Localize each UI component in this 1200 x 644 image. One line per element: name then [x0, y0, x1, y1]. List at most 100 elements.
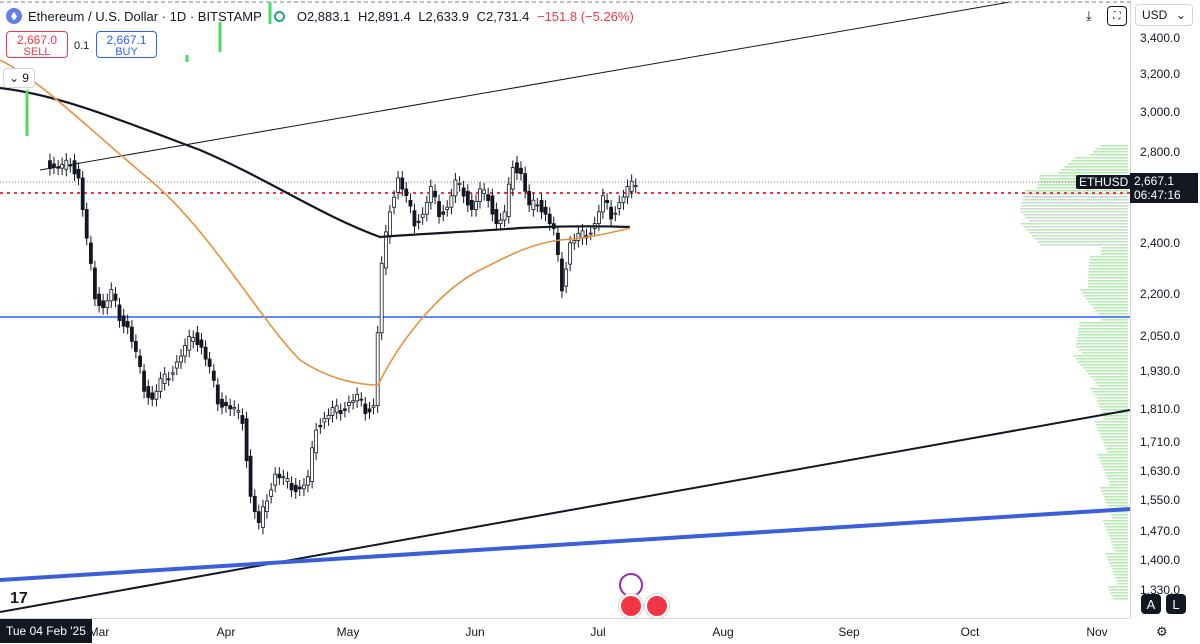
candle-up — [174, 361, 179, 369]
time-tick-label: Aug — [712, 625, 734, 639]
candle-up — [261, 506, 265, 528]
indicators-toggle-button[interactable]: ⌄ 9 — [3, 68, 35, 88]
price-axis[interactable]: 3,400.03,200.03,000.02,800.02,600.02,400… — [1130, 0, 1200, 618]
settings-icon[interactable]: ⚙ — [1156, 624, 1168, 639]
time-tick-label: Jul — [590, 625, 606, 639]
volume-profile-bar — [1106, 529, 1128, 531]
auto-scale-button[interactable]: A — [1141, 594, 1161, 614]
price-tick-label: 1,400.0 — [1140, 553, 1181, 567]
us-flag-event-icon[interactable] — [645, 594, 669, 618]
volume-profile-bar — [1115, 577, 1128, 579]
volume-profile-bar — [1104, 499, 1128, 501]
log-scale-button[interactable]: L — [1166, 594, 1186, 614]
candle-up — [179, 355, 183, 363]
volume-profile-bar — [1095, 382, 1128, 384]
candle-up — [564, 268, 569, 287]
volume-profile-bar — [1088, 277, 1128, 279]
sell-price: 2,667.0 — [16, 33, 58, 47]
candle-down — [97, 293, 101, 306]
ohlc-close: C2,731.4 — [476, 8, 530, 24]
sell-label: SELL — [23, 46, 51, 58]
symbol-header: Ethereum / U.S. Dollar · 1D · BITSTAMP O… — [6, 6, 638, 26]
volume-profile-bar — [1102, 493, 1128, 495]
volume-profile-bar — [1102, 466, 1128, 468]
candle-up — [498, 219, 503, 225]
candle-down — [215, 384, 220, 405]
volume-profile-bar — [1106, 502, 1128, 504]
candle-up — [474, 201, 478, 210]
upper-channel-trendline — [39, 1, 1011, 171]
price-tick-label: 1,710.0 — [1140, 435, 1181, 450]
volume-profile-bar — [1021, 205, 1128, 207]
volume-profile-bar — [1079, 325, 1128, 327]
volume-profile-bar — [1108, 535, 1128, 537]
candle-up — [154, 390, 159, 400]
event-bolt-icon[interactable] — [619, 573, 643, 597]
candle-down — [293, 484, 298, 493]
candle-down — [289, 482, 294, 491]
candle-up — [588, 232, 593, 235]
candle-up — [453, 179, 458, 197]
fullscreen-icon[interactable]: ⛶ — [1107, 6, 1127, 26]
volume-profile-bar — [1064, 166, 1128, 168]
tradingview-logo[interactable]: 17 — [10, 590, 28, 607]
volume-profile-bar — [1078, 328, 1128, 330]
candle-up — [506, 183, 511, 217]
volume-profile-bar — [1076, 340, 1128, 342]
candle-up — [576, 232, 581, 241]
volume-profile-bar — [1109, 484, 1128, 486]
candle-down — [133, 341, 138, 352]
volume-profile-bar — [1093, 379, 1128, 381]
candle-up — [621, 196, 626, 204]
volume-profile-bar — [1089, 265, 1128, 267]
candle-up — [302, 484, 306, 490]
candle-up — [502, 211, 507, 221]
candle-down — [469, 199, 474, 210]
volume-profile-bar — [1088, 373, 1128, 375]
volume-profile-bar — [1088, 268, 1128, 270]
download-arrow-icon[interactable]: ⤓ — [1086, 8, 1092, 23]
candle-up — [232, 407, 237, 410]
volume-profile-bar — [1023, 196, 1128, 198]
volume-profile-bar — [1057, 172, 1128, 174]
volume-profile-bar — [1112, 598, 1128, 600]
volume-profile-bar — [1089, 256, 1128, 258]
volume-profile-bar — [1087, 283, 1128, 285]
ethereum-logo-icon — [6, 8, 22, 24]
candle-down — [129, 326, 134, 342]
volume-profile-bar — [1105, 526, 1128, 528]
volume-profile-bar — [1107, 586, 1128, 588]
volume-profile-bar — [1076, 343, 1128, 345]
volume-profile-bar — [1079, 322, 1128, 324]
candle-down — [338, 410, 343, 415]
sell-button[interactable]: 2,667.0 SELL — [6, 31, 68, 58]
candle-down — [240, 415, 245, 424]
time-axis[interactable]: Mar Apr May Jun Jul Aug Sep Oct Nov Tue 04 Feb '… — [0, 618, 1130, 644]
currency-selector[interactable]: USD ⌄ — [1135, 4, 1193, 26]
candle-up — [387, 211, 392, 238]
price-tick-label: 1,930.0 — [1140, 364, 1181, 379]
candle-up — [424, 202, 429, 215]
candle-up — [269, 489, 274, 497]
volume-profile-bar — [1073, 355, 1128, 357]
candle-down — [244, 418, 249, 462]
volume-profile-bar — [1020, 211, 1128, 213]
volume-profile-bar — [1026, 229, 1128, 231]
price-tick-label: 1,470.0 — [1140, 524, 1181, 539]
volume-profile-bar — [1084, 295, 1128, 297]
volume-profile-bar — [1100, 409, 1128, 411]
volume-profile — [1020, 145, 1128, 600]
buy-button[interactable]: 2,667.1 BUY — [96, 31, 157, 58]
volume-profile-bar — [1078, 361, 1128, 363]
volume-profile-bar — [1029, 220, 1128, 222]
candle-down — [207, 358, 212, 367]
volume-profile-bar — [1088, 274, 1128, 276]
price-tick-label: 3,000.0 — [1140, 104, 1181, 119]
symbol-title[interactable]: Ethereum / U.S. Dollar · 1D · BITSTAMP — [28, 8, 262, 24]
volume-profile-bar — [1110, 565, 1128, 567]
us-flag-event-icon[interactable] — [619, 594, 643, 618]
volume-profile-bar — [1098, 403, 1128, 405]
volume-profile-bar — [1101, 319, 1128, 321]
candle-down — [93, 267, 97, 300]
